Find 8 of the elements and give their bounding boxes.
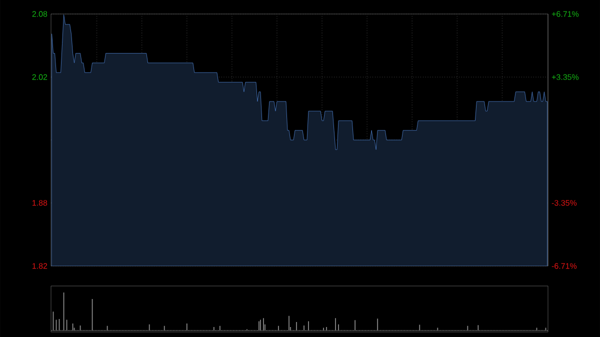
y-tick-label: 2.08 xyxy=(32,11,48,17)
y2-tick-label: +3.35% xyxy=(552,74,579,80)
y2-tick-label: -3.35% xyxy=(552,200,577,206)
y2-tick-label: -6.71% xyxy=(552,263,577,269)
y-tick-label: 1.88 xyxy=(32,200,48,206)
y2-tick-label: +6.71% xyxy=(552,11,579,17)
y-tick-label: 1.82 xyxy=(32,263,48,269)
y-tick-label: 2.02 xyxy=(32,74,48,80)
